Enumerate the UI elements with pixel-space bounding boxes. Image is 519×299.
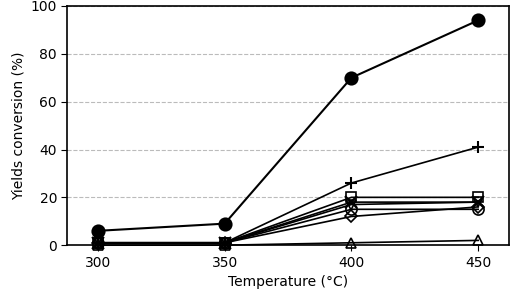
Product square — [95, 241, 101, 245]
MGN conversion — [95, 229, 101, 233]
Product circle-open — [95, 241, 101, 245]
Product circle-open — [475, 208, 481, 211]
Product + — [222, 241, 228, 245]
Line: MGN conversion: MGN conversion — [92, 14, 484, 237]
Product x — [222, 241, 228, 245]
Product triangle — [475, 239, 481, 242]
Product square — [475, 196, 481, 199]
Line: Product triangle: Product triangle — [93, 236, 483, 250]
Product diamond — [95, 241, 101, 245]
Product x — [95, 241, 101, 245]
Product square — [348, 196, 354, 199]
Product + — [475, 145, 481, 149]
Line: Product circle-open: Product circle-open — [92, 204, 484, 248]
Product nabla — [348, 203, 354, 206]
Product + — [348, 181, 354, 185]
Line: Product nabla: Product nabla — [93, 197, 483, 248]
Product square — [222, 241, 228, 245]
MGN conversion — [348, 76, 354, 80]
Product + — [95, 241, 101, 245]
Line: Product square: Product square — [93, 193, 483, 248]
Product nabla — [475, 200, 481, 204]
Y-axis label: Yields conversion (%): Yields conversion (%) — [11, 51, 25, 200]
Product diamond — [222, 241, 228, 245]
Product x — [348, 200, 354, 204]
Product triangle — [348, 241, 354, 245]
Product circle-open — [348, 208, 354, 211]
MGN conversion — [222, 222, 228, 225]
Product circle-open — [222, 241, 228, 245]
Product triangle — [95, 243, 101, 247]
Product diamond — [348, 215, 354, 218]
X-axis label: Temperature (°C): Temperature (°C) — [228, 275, 348, 289]
Product triangle — [222, 243, 228, 247]
MGN conversion — [475, 19, 481, 22]
Product x — [475, 200, 481, 204]
Product nabla — [95, 241, 101, 245]
Line: Product x: Product x — [92, 196, 484, 249]
Line: Product +: Product + — [92, 141, 484, 249]
Product nabla — [222, 241, 228, 245]
Product diamond — [475, 205, 481, 209]
Line: Product diamond: Product diamond — [94, 203, 482, 247]
